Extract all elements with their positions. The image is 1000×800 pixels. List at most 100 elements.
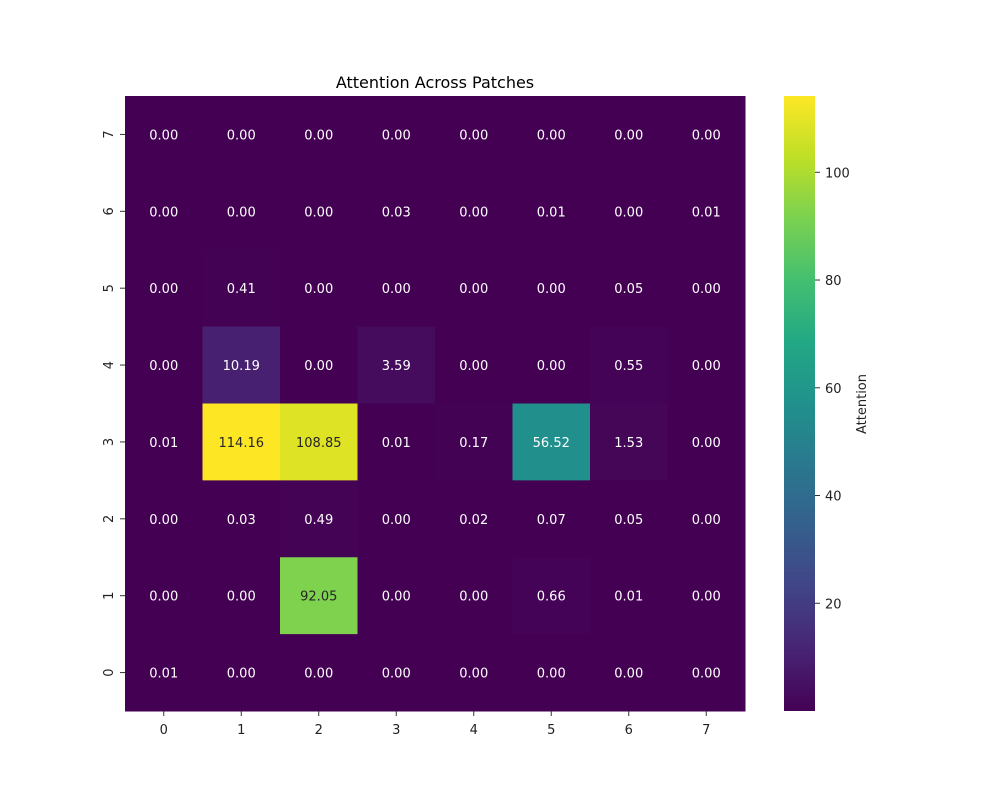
cell-value-label: 0.00 (692, 667, 721, 682)
heatmap-cell (357, 172, 436, 251)
cell-value-label: 0.01 (382, 436, 411, 451)
cell-value-label: 10.19 (223, 359, 260, 374)
heatmap-cell (202, 172, 281, 251)
heatmap-cell (202, 96, 281, 174)
cell-value-label: 0.00 (537, 667, 566, 682)
y-tick-label: 3 (102, 438, 117, 446)
cell-value-label: 0.00 (149, 359, 178, 374)
heatmap-cell (125, 172, 203, 251)
chart-title: Attention Across Patches (336, 73, 534, 92)
y-tick-label: 0 (102, 668, 117, 676)
cell-value-label: 0.00 (614, 205, 643, 220)
cell-value-label: 0.01 (149, 436, 178, 451)
cell-value-label: 0.00 (459, 359, 488, 374)
cell-value-label: 0.00 (692, 590, 721, 605)
heatmap-cell (435, 172, 513, 251)
heatmap-cell (512, 96, 591, 174)
cell-value-label: 114.16 (219, 436, 265, 451)
heatmap-cell (435, 480, 513, 558)
cell-value-label: 0.00 (459, 667, 488, 682)
cell-value-label: 0.05 (614, 513, 643, 528)
heatmap-cell (435, 326, 513, 404)
heatmap-cell (667, 96, 746, 174)
heatmap-cell (512, 326, 591, 404)
heatmap-cell (357, 403, 436, 481)
colorbar-tick-label: 60 (825, 382, 842, 397)
heatmap-cell (667, 634, 746, 712)
heatmap-cell (202, 403, 281, 481)
heatmap-cell (280, 96, 358, 174)
heatmap-cell-labels: 0.00 0.00 0.00 0.00 0.00 0.00 0.00 0.00 0.00 0.00… (149, 128, 720, 681)
heatmap-cell (667, 403, 746, 481)
cell-value-label: 0.00 (692, 513, 721, 528)
cell-value-label: 0.01 (614, 590, 643, 605)
heatmap-cell (435, 96, 513, 174)
x-tick-label: 0 (160, 723, 168, 738)
cell-value-label: 0.00 (692, 436, 721, 451)
colorbar-tick-label: 20 (825, 597, 842, 612)
cell-value-label: 0.07 (537, 513, 566, 528)
cell-value-label: 0.00 (382, 667, 411, 682)
cell-value-label: 0.49 (304, 513, 333, 528)
heatmap-cell (280, 326, 358, 404)
heatmap-cell (512, 249, 591, 328)
cell-value-label: 0.17 (459, 436, 488, 451)
heatmap-cell (280, 403, 358, 481)
y-tick-label: 7 (102, 130, 117, 138)
heatmap-cell (357, 96, 436, 174)
cell-value-label: 0.03 (227, 513, 256, 528)
heatmap-cell (280, 634, 358, 712)
cell-value-label: 0.00 (149, 205, 178, 220)
x-tick-label: 5 (547, 723, 555, 738)
cell-value-label: 0.02 (459, 513, 488, 528)
cell-value-label: 0.00 (614, 128, 643, 143)
heatmap-cell (125, 249, 203, 328)
cell-value-label: 0.00 (692, 128, 721, 143)
colorbar-ticks: 20 40 60 80 100 (815, 166, 850, 612)
heatmap-cell (667, 557, 746, 635)
cell-value-label: 0.00 (537, 128, 566, 143)
heatmap-cell (590, 96, 668, 174)
heatmap-cell (357, 634, 436, 712)
cell-value-label: 0.03 (382, 205, 411, 220)
cell-value-label: 0.00 (304, 128, 333, 143)
heatmap-cell (357, 326, 436, 404)
heatmap-cell (357, 557, 436, 635)
x-axis: 0 1 2 3 4 5 6 7 (160, 711, 710, 738)
heatmap-cell (590, 480, 668, 558)
heatmap-cell (590, 403, 668, 481)
y-axis: 7 6 5 4 3 2 1 0 (102, 130, 125, 677)
cell-value-label: 0.00 (227, 205, 256, 220)
heatmap-cell (590, 326, 668, 404)
heatmap-cell (590, 172, 668, 251)
y-tick-label: 2 (102, 515, 117, 523)
cell-value-label: 0.00 (614, 667, 643, 682)
cell-value-label: 0.41 (227, 282, 256, 297)
cell-value-label: 0.01 (537, 205, 566, 220)
cell-value-label: 0.05 (614, 282, 643, 297)
heatmap-cell (280, 480, 358, 558)
cell-value-label: 0.00 (304, 282, 333, 297)
heatmap-cell (512, 172, 591, 251)
heatmap-cell (202, 249, 281, 328)
cell-value-label: 0.00 (149, 513, 178, 528)
cell-value-label: 0.66 (537, 590, 566, 605)
y-tick-label: 6 (102, 207, 117, 215)
heatmap-cell (280, 249, 358, 328)
cell-value-label: 0.00 (537, 359, 566, 374)
heatmap-cell (435, 634, 513, 712)
cell-value-label: 0.00 (382, 590, 411, 605)
cell-value-label: 0.01 (692, 205, 721, 220)
heatmap-cell (202, 326, 281, 404)
heatmap-cell (125, 403, 203, 481)
heatmap-cell (667, 326, 746, 404)
cell-value-label: 0.00 (459, 590, 488, 605)
cell-value-label: 0.00 (459, 205, 488, 220)
cell-value-label: 0.00 (227, 128, 256, 143)
heatmap-cell (512, 403, 591, 481)
colorbar-tick-label: 40 (825, 490, 842, 505)
cell-value-label: 108.85 (296, 436, 342, 451)
colorbar-tick-label: 80 (825, 274, 842, 289)
cell-value-label: 0.00 (382, 282, 411, 297)
